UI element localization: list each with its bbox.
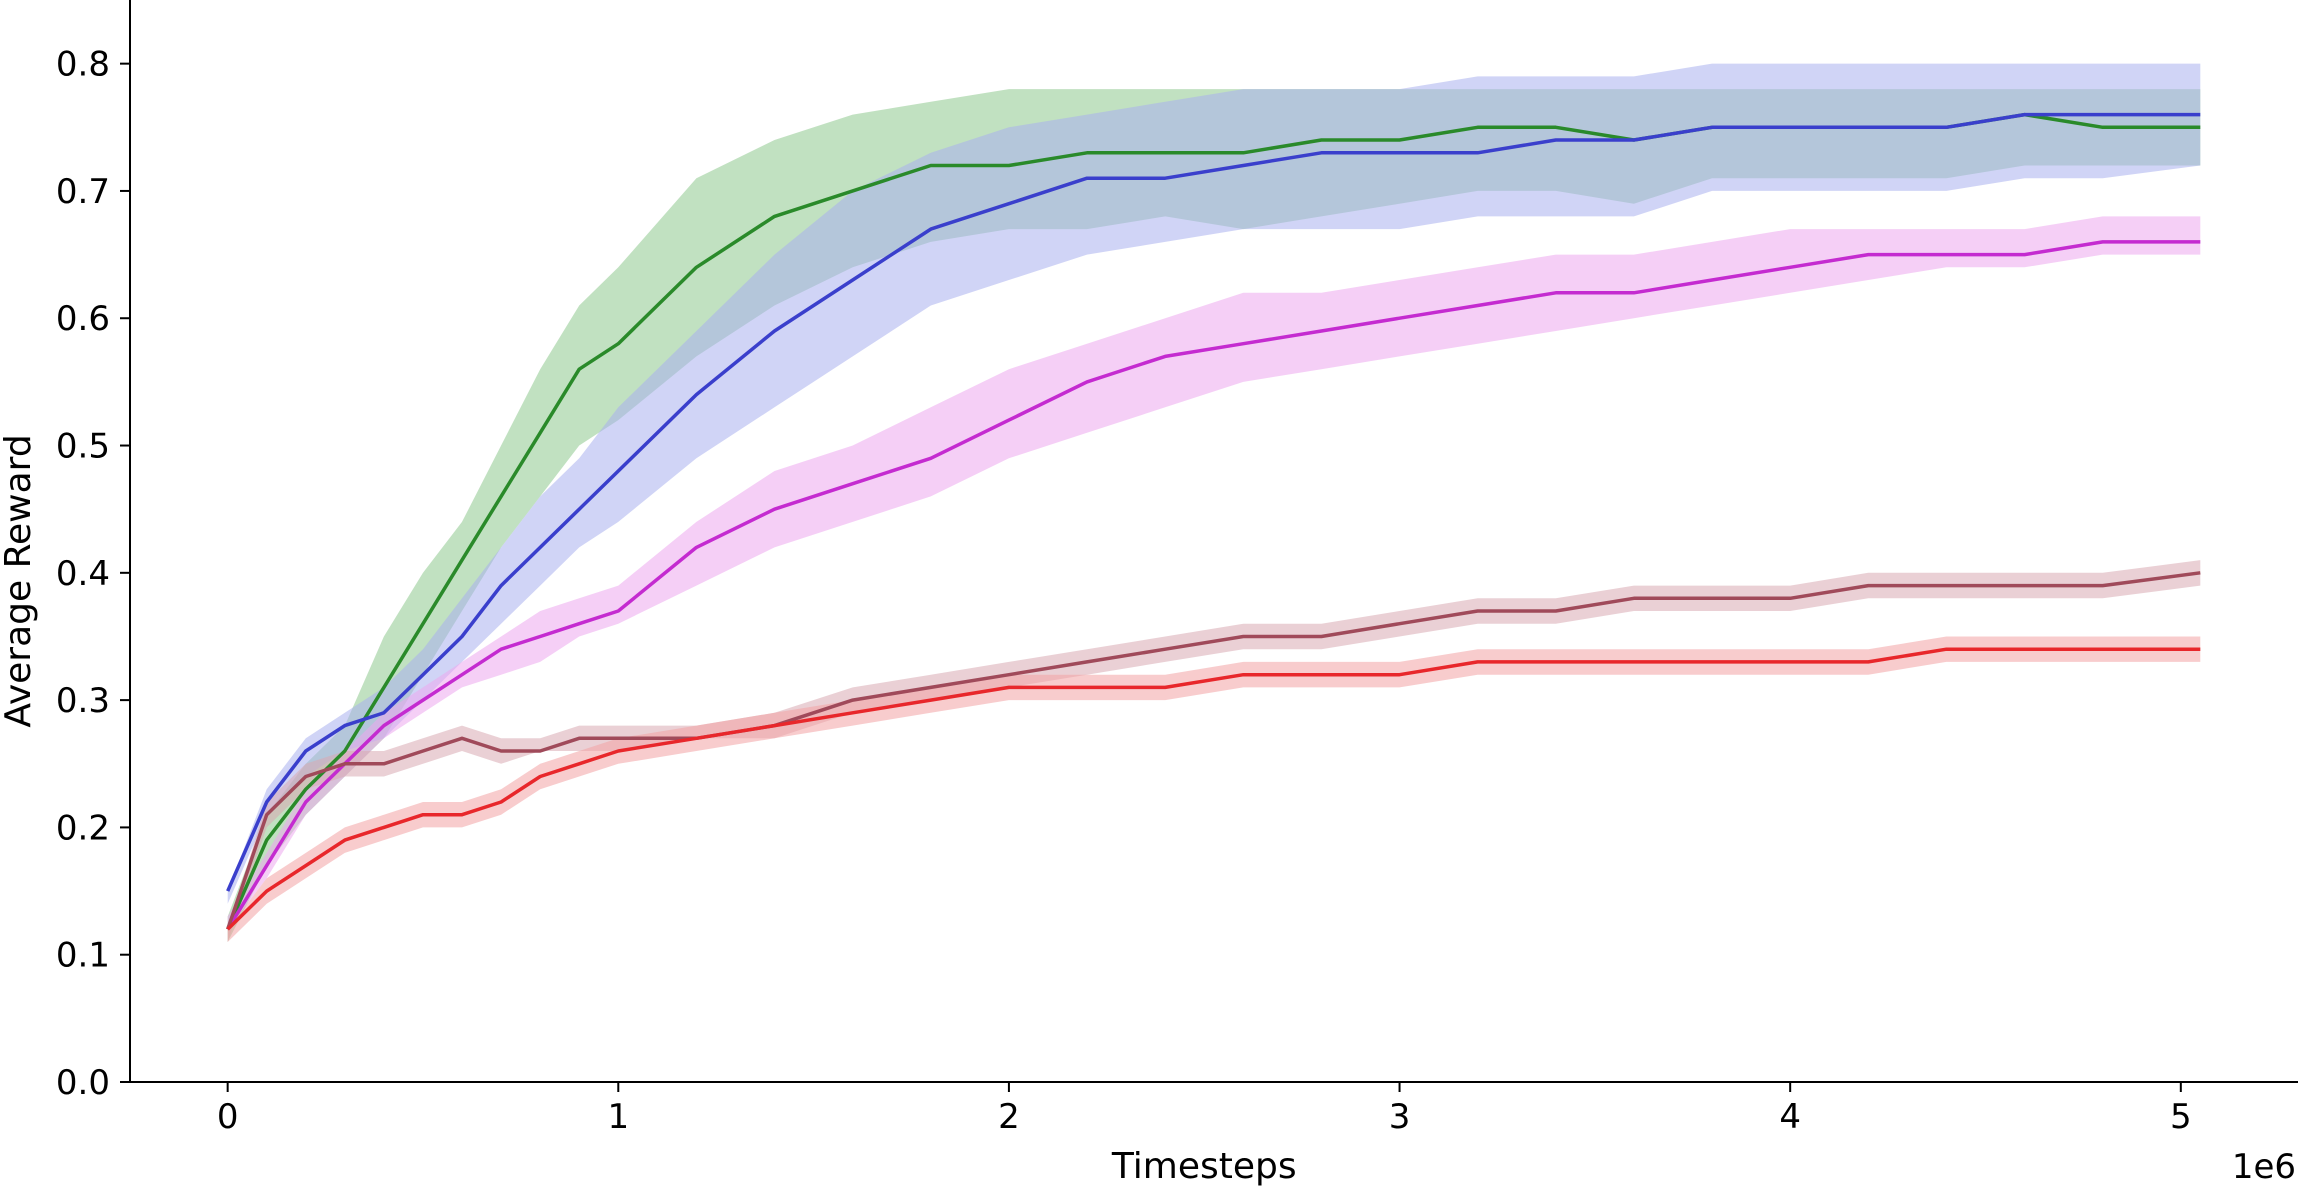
series-line-red — [226, 647, 2201, 931]
y-tick-label: 0.0 — [56, 1063, 110, 1103]
series-line-brown — [226, 571, 2201, 930]
band-green — [227, 89, 2201, 943]
series-line-blue — [226, 112, 2201, 892]
y-tick-label: 0.6 — [56, 299, 110, 339]
x-axis-ticks: 0 1 2 3 4 5 — [217, 1082, 2192, 1137]
x-tick-label: 4 — [1779, 1097, 1801, 1137]
y-axis-label: Average Reward — [0, 434, 39, 727]
x-axis-label: Timesteps — [1111, 1146, 1297, 1187]
x-tick-label: 2 — [998, 1097, 1020, 1137]
y-tick-label: 0.7 — [56, 172, 110, 212]
series-line-magenta — [226, 240, 2201, 931]
y-tick-label: 0.8 — [56, 45, 110, 85]
x-tick-label: 0 — [217, 1097, 239, 1137]
y-tick-label: 0.5 — [56, 427, 110, 467]
y-tick-label: 0.1 — [56, 936, 110, 976]
confidence-bands — [227, 63, 2201, 943]
y-axis-ticks: 0.0 0.1 0.2 0.3 0.4 0.5 0.6 0.7 0.8 — [56, 45, 130, 1103]
series-lines — [226, 112, 2201, 931]
band-blue — [227, 63, 2201, 904]
x-axis-offset-label: 1e6 — [2232, 1147, 2296, 1187]
x-tick-label: 3 — [1389, 1097, 1411, 1137]
y-tick-label: 0.3 — [56, 681, 110, 721]
y-tick-label: 0.4 — [56, 554, 110, 594]
x-tick-label: 5 — [2170, 1097, 2192, 1137]
band-magenta — [227, 216, 2201, 930]
x-tick-label: 1 — [607, 1097, 629, 1137]
band-brown — [227, 560, 2201, 942]
y-tick-label: 0.2 — [56, 808, 110, 848]
